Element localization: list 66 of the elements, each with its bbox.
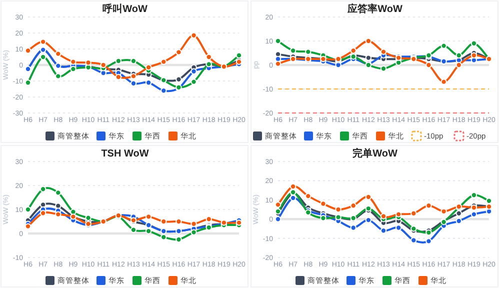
point: [470, 40, 478, 46]
point: [190, 68, 197, 74]
point: [100, 62, 106, 68]
point: [190, 32, 197, 38]
point: [290, 48, 296, 54]
point: [350, 48, 356, 54]
point: [395, 211, 402, 218]
point: [40, 210, 46, 216]
point: [365, 38, 372, 44]
point: [236, 52, 242, 58]
point: [70, 66, 76, 72]
point: [176, 49, 182, 56]
point: [426, 62, 432, 68]
point: [115, 74, 122, 80]
point: [335, 206, 342, 213]
point: [190, 78, 197, 85]
point: [130, 73, 137, 80]
point: [206, 54, 212, 60]
point: [380, 213, 387, 220]
point: [290, 183, 296, 190]
point: [470, 211, 478, 218]
point: [380, 228, 387, 234]
point: [456, 62, 462, 68]
point: [305, 192, 312, 200]
point: [40, 54, 46, 60]
point: [365, 54, 372, 61]
point: [24, 206, 32, 213]
point: [176, 236, 182, 243]
point: [130, 226, 137, 233]
point: [380, 48, 387, 55]
point: [395, 224, 402, 231]
point: [24, 48, 32, 54]
point: [335, 62, 342, 68]
chart-title: 应答率WoW: [346, 3, 403, 15]
point: [274, 38, 282, 44]
chart-title: 完单WoW: [352, 148, 398, 160]
point: [456, 218, 462, 224]
point: [470, 192, 478, 198]
point: [145, 214, 152, 220]
point: [40, 38, 46, 45]
point: [130, 58, 137, 64]
point: [40, 186, 46, 192]
point: [290, 194, 296, 202]
point: [40, 202, 46, 208]
point: [24, 80, 32, 86]
point: [145, 228, 152, 234]
chart-title: 呼叫WoW: [102, 3, 148, 15]
point: [115, 58, 122, 64]
point: [145, 64, 152, 70]
point: [24, 223, 32, 230]
point: [55, 50, 62, 57]
point: [274, 202, 282, 208]
point: [365, 194, 372, 200]
point: [55, 190, 62, 196]
point: [160, 234, 167, 240]
point: [470, 52, 478, 58]
point: [145, 80, 152, 86]
point: [160, 218, 167, 225]
point: [274, 60, 282, 67]
point: [130, 80, 137, 86]
point: [274, 216, 282, 222]
point: [190, 229, 197, 236]
point: [380, 66, 387, 72]
chart-title: TSH WoW: [101, 148, 150, 160]
point: [486, 198, 492, 204]
point: [176, 218, 182, 225]
